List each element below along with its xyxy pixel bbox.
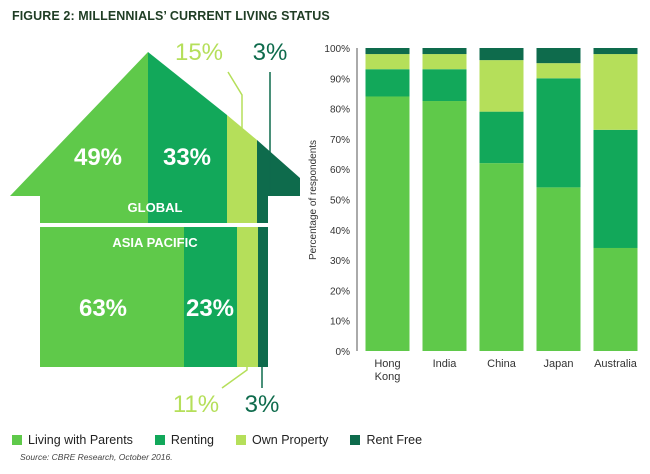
bar-segment-living-with-parents (593, 247, 638, 351)
bar-segment-own-property (479, 60, 524, 112)
figure-title: FIGURE 2: MILLENNIALS’ CURRENT LIVING ST… (12, 9, 330, 23)
y-tick-label: 90% (330, 74, 350, 85)
y-tick-label: 10% (330, 317, 350, 328)
global-living-with-parents-area (10, 52, 148, 223)
legend-swatch (12, 435, 22, 445)
x-tick-label: Japan (544, 358, 574, 370)
bar-segment-living-with-parents (536, 187, 581, 351)
global-own-property-area (227, 115, 257, 223)
y-tick-label: 30% (330, 256, 350, 267)
y-tick-labels: 0% 10% 20% 30% 40% 50% 60% 70% 80% 90% 100% (324, 44, 350, 358)
bar-segment-renting (422, 69, 467, 102)
global-living-with-parents-value: 49% (74, 144, 122, 171)
global-own-property-callout: 15% (175, 39, 223, 66)
legend-item-living-with-parents: Living with Parents (12, 433, 133, 447)
global-rent-free-callout: 3% (253, 39, 288, 66)
legend-swatch (350, 435, 361, 445)
bar-segment-rent-free (479, 48, 524, 61)
x-tick-label: Hong (374, 358, 400, 370)
legend-swatch (236, 435, 247, 445)
apac-living-with-parents-value: 63% (79, 295, 127, 322)
apac-living-with-parents-area (40, 227, 184, 367)
house-asia-pacific-section (40, 227, 268, 367)
apac-renting-area (184, 227, 237, 367)
legend-label: Own Property (252, 433, 329, 447)
apac-renting-value: 23% (186, 295, 234, 322)
y-tick-label: 60% (330, 165, 350, 176)
source-note: Source: CBRE Research, October 2016. (20, 452, 173, 462)
legend-item-own-property: Own Property (236, 433, 328, 447)
bar-segment-renting (365, 69, 410, 97)
legend-item-rent-free: Rent Free (350, 433, 422, 447)
x-tick-label: China (487, 358, 517, 370)
x-tick-label: India (433, 358, 458, 370)
apac-own-property-callout: 11% (173, 391, 219, 418)
legend-label: Living with Parents (28, 433, 133, 447)
bar-segment-rent-free (536, 48, 581, 64)
y-tick-label: 100% (324, 44, 350, 55)
bar-segment-living-with-parents (422, 101, 467, 352)
legend: Living with Parents Renting Own Property… (12, 433, 444, 447)
global-renting-value: 33% (163, 144, 211, 171)
bar-segment-rent-free (593, 48, 638, 55)
house-global-section (10, 52, 300, 223)
bar-segment-living-with-parents (479, 163, 524, 351)
legend-swatch (154, 435, 165, 445)
global-rent-free-area (257, 140, 300, 223)
apac-rent-free-callout: 3% (245, 391, 280, 418)
y-tick-label: 40% (330, 226, 350, 237)
asia-pacific-label: ASIA PACIFIC (112, 235, 198, 250)
apac-own-property-leader (221, 367, 248, 389)
x-tick-label: Kong (375, 371, 401, 383)
apac-own-property-area (237, 227, 258, 367)
y-tick-label: 80% (330, 105, 350, 116)
bar-segment-renting (536, 78, 581, 188)
x-tick-label: Australia (594, 358, 638, 370)
y-tick-label: 70% (330, 135, 350, 146)
bar-segment-living-with-parents (365, 96, 410, 351)
legend-label: Rent Free (366, 433, 423, 447)
global-renting-area (148, 52, 227, 223)
y-tick-label: 20% (330, 286, 350, 297)
legend-label: Renting (170, 433, 215, 447)
bar-segment-rent-free (365, 48, 410, 55)
apac-rent-free-area (258, 227, 268, 367)
global-label: GLOBAL (128, 200, 183, 215)
bar-segment-rent-free (422, 48, 467, 55)
legend-item-renting: Renting (154, 433, 215, 447)
global-own-property-leader (227, 71, 243, 128)
y-tick-label: 50% (330, 196, 350, 207)
bar-segment-renting (593, 129, 638, 248)
bar-segment-own-property (422, 54, 467, 70)
y-tick-label: 0% (336, 347, 351, 358)
bars-group (365, 48, 638, 352)
bar-segment-own-property (536, 63, 581, 79)
bar-segment-renting (479, 111, 524, 164)
y-axis-label: Percentage of respondents (308, 140, 319, 260)
bar-segment-own-property (365, 54, 410, 70)
bar-segment-own-property (593, 54, 638, 130)
